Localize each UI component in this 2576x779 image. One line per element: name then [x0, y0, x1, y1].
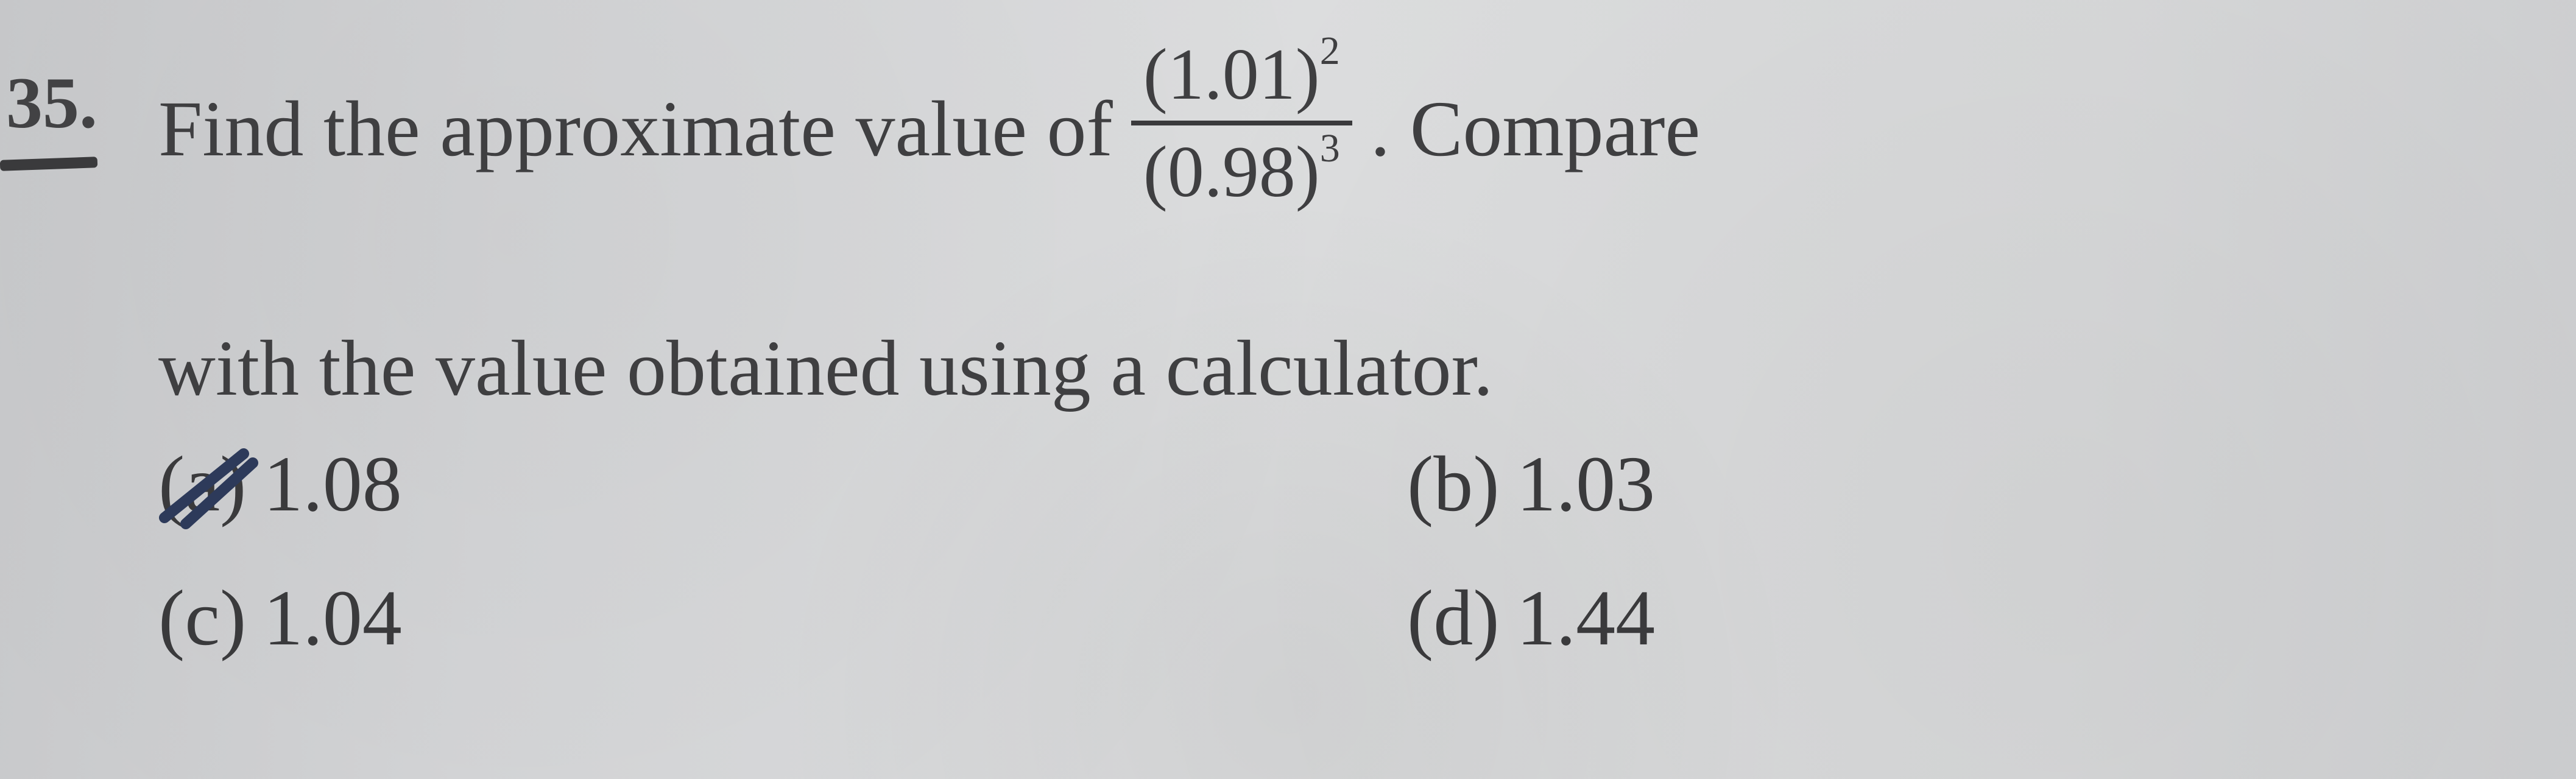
option-b-value: 1.03: [1517, 439, 1656, 530]
option-b-label: (b): [1407, 439, 1500, 530]
question-line-2: with the value obtained using a calculat…: [158, 323, 1493, 414]
option-a-value: 1.08: [263, 439, 402, 530]
denominator-base: (0.98): [1143, 131, 1320, 212]
option-c-label: (c): [158, 573, 246, 664]
numerator-base: (1.01): [1143, 33, 1320, 115]
page-container: 35. Find the approximate value of (1.01)…: [0, 0, 2576, 779]
option-d: (d) 1.44: [1285, 573, 2412, 664]
options-grid: (a) 1.08 (b) 1.03 (c) 1.04 (d) 1.44: [158, 439, 2412, 664]
option-c-value: 1.04: [263, 573, 402, 664]
text-after-fraction: . Compare: [1371, 83, 1701, 175]
question-number: 35.: [6, 61, 97, 145]
option-c: (c) 1.04: [158, 573, 1285, 664]
option-d-label: (d): [1407, 573, 1500, 664]
numerator-exponent: 2: [1320, 29, 1340, 73]
option-d-value: 1.44: [1517, 573, 1656, 664]
fraction-bar: [1131, 121, 1352, 125]
fraction-numerator: (1.01)2: [1131, 30, 1352, 118]
option-b: (b) 1.03: [1285, 439, 2412, 530]
option-a: (a) 1.08: [158, 439, 1285, 530]
underline-mark: [0, 157, 97, 171]
fraction-denominator: (0.98)3: [1131, 128, 1352, 216]
denominator-exponent: 3: [1320, 126, 1340, 171]
question-line-1: Find the approximate value of (1.01)2 (0…: [158, 37, 1700, 222]
text-before-fraction: Find the approximate value of: [158, 83, 1113, 175]
fraction: (1.01)2 (0.98)3: [1131, 30, 1352, 216]
option-a-label: (a): [158, 439, 246, 530]
